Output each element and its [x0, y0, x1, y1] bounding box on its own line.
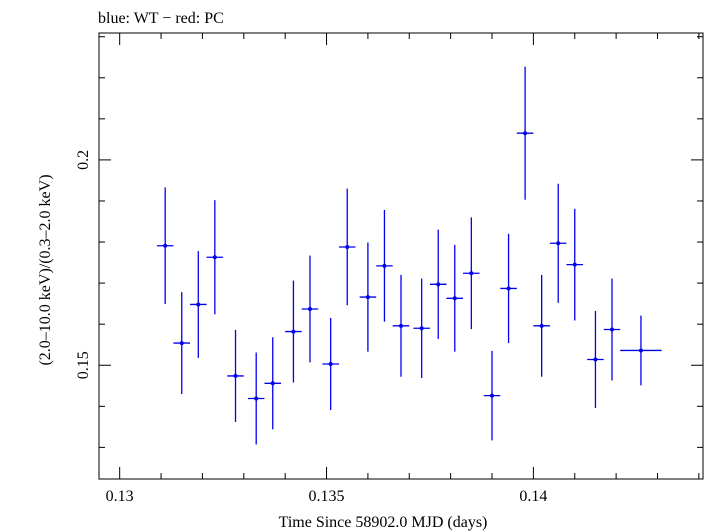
data-point [285, 280, 302, 383]
tick-labels: 0.13 0.135 0.14 0.15 0.2 [75, 150, 547, 505]
y-tick-label: 0.2 [75, 150, 92, 170]
point-marker [254, 396, 259, 401]
point-marker [328, 362, 333, 367]
chart-title: blue: WT − red: PC [98, 10, 224, 27]
x-axis-label: Time Since 58902.0 MJD (days) [279, 514, 488, 531]
axis-ticks [99, 33, 703, 479]
point-marker [345, 244, 350, 249]
point-marker [179, 341, 184, 346]
data-point [392, 274, 410, 377]
data-point [429, 229, 447, 339]
point-marker [593, 357, 598, 362]
data-point [322, 318, 339, 411]
point-marker [539, 323, 544, 328]
point-marker [163, 243, 168, 248]
data-points [156, 66, 662, 445]
x-tick-label: 0.14 [519, 488, 547, 505]
data-point [301, 255, 319, 363]
point-marker [556, 241, 561, 246]
data-point [173, 292, 191, 394]
point-marker [523, 131, 528, 136]
point-marker [307, 306, 312, 311]
data-point [359, 242, 377, 352]
data-point [533, 274, 550, 377]
point-marker [212, 255, 217, 260]
point-marker [490, 393, 495, 398]
data-point [264, 337, 282, 430]
data-point [206, 200, 224, 315]
point-marker [399, 323, 403, 328]
y-axis-label: (2.0–10.0 keV)/(0.3–2.0 keV) [37, 174, 54, 365]
point-marker [196, 302, 201, 307]
data-point [549, 183, 567, 303]
point-marker [638, 348, 643, 353]
x-tick-label: 0.135 [309, 488, 345, 505]
plot-frame [98, 32, 704, 480]
point-marker [291, 329, 296, 334]
data-point [516, 66, 534, 200]
data-point [463, 217, 480, 330]
data-point [156, 187, 174, 305]
point-marker [233, 373, 238, 378]
point-marker [609, 327, 614, 332]
point-marker [506, 286, 511, 291]
point-marker [452, 296, 457, 301]
data-point [376, 210, 393, 322]
data-point [247, 352, 265, 445]
data-point [500, 233, 517, 344]
point-marker [469, 271, 474, 276]
point-marker [419, 326, 424, 331]
data-point [446, 244, 464, 352]
data-point [190, 251, 207, 358]
point-marker [382, 263, 387, 268]
point-marker [572, 262, 577, 267]
data-point [483, 350, 501, 441]
data-point [603, 278, 621, 381]
data-point [587, 311, 604, 408]
plot-border [98, 32, 704, 480]
point-marker [365, 295, 370, 300]
y-tick-label: 0.15 [75, 351, 92, 379]
point-marker [436, 282, 441, 287]
point-marker [270, 381, 275, 386]
x-tick-label: 0.13 [106, 488, 134, 505]
data-point [338, 188, 356, 306]
data-point [413, 278, 430, 378]
data-point [566, 208, 584, 321]
data-point [620, 315, 662, 386]
data-point [227, 329, 244, 422]
